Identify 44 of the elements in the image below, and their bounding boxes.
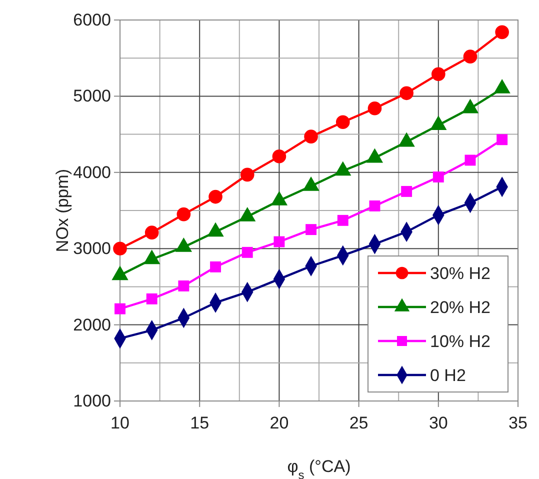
point (495, 25, 509, 40)
point (337, 214, 348, 226)
point (242, 246, 253, 258)
x-tick-label: 10 (110, 414, 130, 433)
point (336, 115, 350, 130)
point (240, 168, 254, 182)
x-tick-label: 20 (270, 414, 289, 433)
x-tick-label: 35 (508, 414, 528, 433)
y-tick-label: 2000 (73, 315, 111, 334)
y-tick-label: 3000 (73, 239, 111, 258)
point (369, 200, 380, 212)
point (274, 236, 285, 248)
y-tick-label: 5000 (73, 86, 111, 106)
point (210, 261, 221, 272)
x-tick-label: 25 (349, 414, 368, 433)
x-tick-label: 15 (190, 414, 210, 433)
point (368, 101, 382, 116)
point (496, 134, 508, 146)
legend-label: 30% H2 (430, 264, 490, 283)
point (401, 186, 412, 197)
point (272, 150, 286, 164)
x-tick-label: 30 (428, 414, 448, 433)
point (304, 130, 318, 144)
legend-label: 20% H2 (430, 298, 490, 317)
point (306, 224, 317, 236)
point (400, 86, 414, 100)
y-tick-label: 4000 (73, 162, 111, 182)
y-tick-label: 6000 (73, 10, 111, 30)
point (114, 303, 126, 314)
legend-label: 0 H2 (430, 366, 466, 385)
point (464, 154, 476, 166)
point (113, 242, 127, 256)
point (178, 280, 190, 292)
y-axis-title: NOx (ppm) (53, 168, 72, 252)
point (432, 171, 444, 182)
point (431, 67, 446, 81)
point (463, 50, 478, 64)
legend-label: 10% H2 (430, 332, 490, 351)
point (208, 190, 222, 204)
y-tick-label: 1000 (73, 391, 111, 410)
point (176, 207, 191, 222)
x-axis-title: φ$_{s}$ (°CA) (287, 457, 351, 479)
point (146, 293, 158, 304)
point (144, 226, 159, 240)
